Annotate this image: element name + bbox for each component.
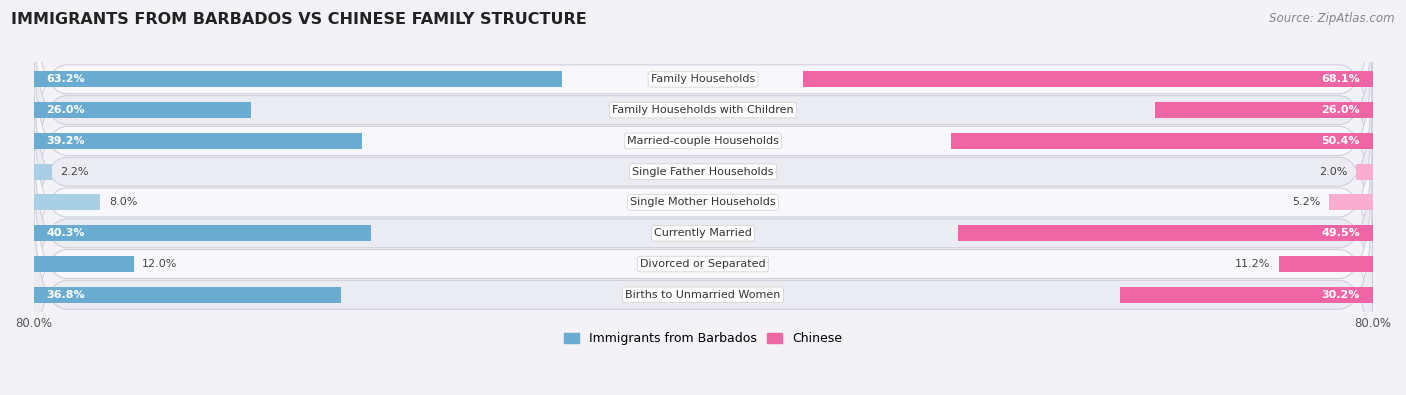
Bar: [1355, 164, 1372, 180]
Bar: [803, 71, 1372, 87]
FancyBboxPatch shape: [34, 94, 1372, 311]
Text: Single Father Households: Single Father Households: [633, 167, 773, 177]
Bar: [34, 164, 52, 180]
Bar: [950, 133, 1372, 149]
Text: Divorced or Separated: Divorced or Separated: [640, 259, 766, 269]
Text: Source: ZipAtlas.com: Source: ZipAtlas.com: [1270, 12, 1395, 25]
Text: IMMIGRANTS FROM BARBADOS VS CHINESE FAMILY STRUCTURE: IMMIGRANTS FROM BARBADOS VS CHINESE FAMI…: [11, 12, 586, 27]
Bar: [34, 194, 100, 211]
Bar: [1329, 194, 1372, 211]
Text: Family Households: Family Households: [651, 74, 755, 84]
Text: 2.0%: 2.0%: [1319, 167, 1347, 177]
FancyBboxPatch shape: [34, 2, 1372, 219]
Bar: [1154, 102, 1372, 118]
Text: Currently Married: Currently Married: [654, 228, 752, 238]
Bar: [34, 71, 562, 87]
Text: 12.0%: 12.0%: [142, 259, 177, 269]
Bar: [34, 133, 361, 149]
FancyBboxPatch shape: [34, 186, 1372, 395]
Text: Single Mother Households: Single Mother Households: [630, 198, 776, 207]
Bar: [1279, 256, 1372, 272]
Text: 40.3%: 40.3%: [46, 228, 84, 238]
Bar: [959, 225, 1372, 241]
Text: 26.0%: 26.0%: [46, 105, 84, 115]
Text: Births to Unmarried Women: Births to Unmarried Women: [626, 290, 780, 300]
Text: 68.1%: 68.1%: [1322, 74, 1360, 84]
Text: Married-couple Households: Married-couple Households: [627, 136, 779, 146]
Text: 11.2%: 11.2%: [1234, 259, 1271, 269]
Text: Family Households with Children: Family Households with Children: [612, 105, 794, 115]
FancyBboxPatch shape: [34, 124, 1372, 342]
Bar: [34, 287, 342, 303]
Text: 50.4%: 50.4%: [1322, 136, 1360, 146]
Text: 30.2%: 30.2%: [1322, 290, 1360, 300]
Text: 36.8%: 36.8%: [46, 290, 84, 300]
Text: 49.5%: 49.5%: [1322, 228, 1360, 238]
FancyBboxPatch shape: [34, 63, 1372, 280]
Text: 26.0%: 26.0%: [1322, 105, 1360, 115]
Bar: [1119, 287, 1372, 303]
Text: 39.2%: 39.2%: [46, 136, 84, 146]
Bar: [34, 225, 371, 241]
Legend: Immigrants from Barbados, Chinese: Immigrants from Barbados, Chinese: [560, 327, 846, 350]
FancyBboxPatch shape: [34, 0, 1372, 188]
Text: 8.0%: 8.0%: [108, 198, 138, 207]
Text: 63.2%: 63.2%: [46, 74, 84, 84]
FancyBboxPatch shape: [34, 155, 1372, 373]
FancyBboxPatch shape: [34, 32, 1372, 250]
Bar: [34, 102, 252, 118]
Text: 2.2%: 2.2%: [60, 167, 89, 177]
Text: 5.2%: 5.2%: [1292, 198, 1320, 207]
Bar: [34, 256, 134, 272]
